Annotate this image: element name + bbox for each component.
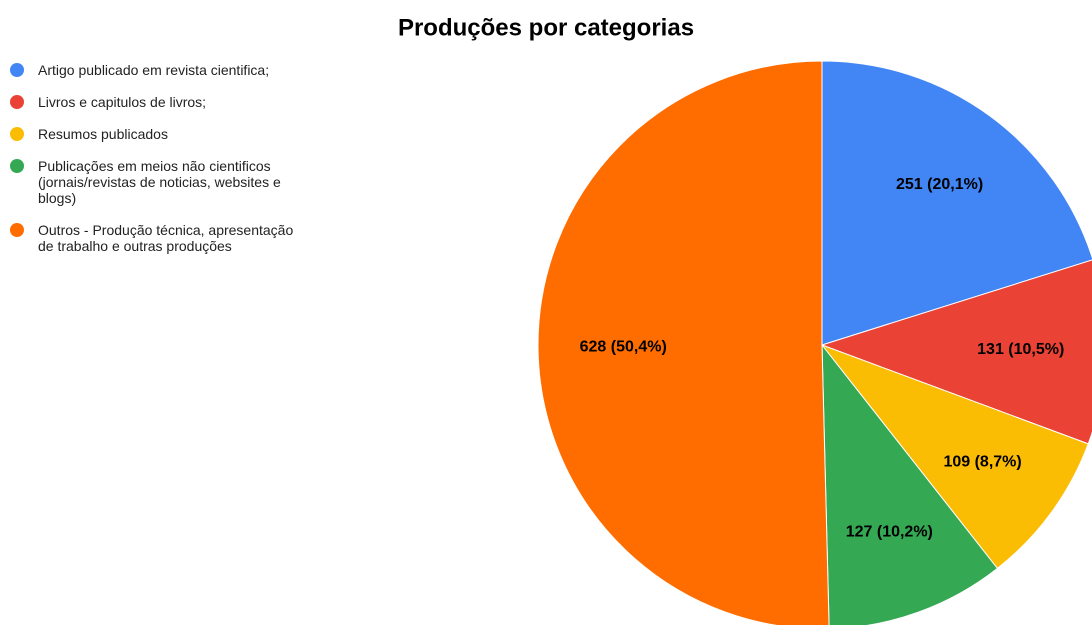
pie-slice [821, 60, 1092, 346]
legend-item: Livros e capitulos de livros; [8, 94, 308, 110]
slice-label: 628 (50,4%) [580, 339, 667, 356]
slice-label: 127 (10,2%) [846, 523, 933, 540]
pie-slice [820, 343, 1089, 570]
slice-label: 109 (8,7%) [943, 453, 1021, 470]
legend-item: Resumos publicados [8, 126, 308, 142]
legend-item: Artigo publicado em revista cientifica; [8, 62, 308, 78]
legend-label: Livros e capitulos de livros; [38, 94, 207, 110]
legend-swatch [10, 95, 24, 109]
legend-label: Artigo publicado em revista cientifica; [38, 62, 270, 78]
pie-slice [537, 60, 830, 625]
legend: Artigo publicado em revista cientifica; L… [8, 62, 308, 270]
pie-slice [820, 259, 1092, 445]
legend-label: Outros - Produção técnica, apresentação … [38, 222, 294, 254]
legend-swatch [10, 63, 24, 77]
legend-label: Resumos publicados [38, 126, 168, 142]
legend-swatch [10, 223, 24, 237]
legend-item: Outros - Produção técnica, apresentação … [8, 222, 308, 254]
chart-title: Produções por categorias [398, 14, 694, 41]
legend-swatch [10, 127, 24, 141]
legend-swatch [10, 159, 24, 173]
legend-label: Publicações em meios não cientificos (jo… [38, 158, 281, 206]
pie-slice [821, 343, 999, 625]
slice-label: 131 (10,5%) [977, 341, 1064, 358]
slice-label: 251 (20,1%) [896, 176, 983, 193]
legend-item: Publicações em meios não cientificos (jo… [8, 158, 308, 206]
